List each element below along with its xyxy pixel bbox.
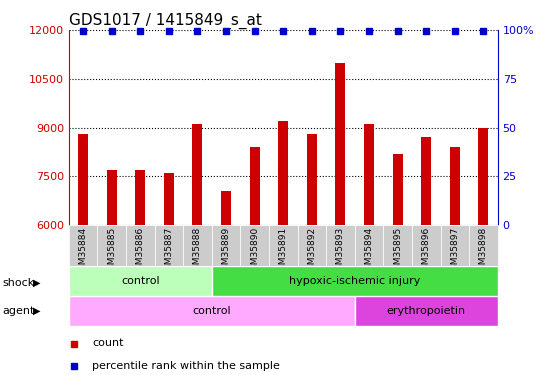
Bar	[135, 170, 145, 225]
Bar	[478, 128, 488, 225]
Bar	[69, 266, 212, 296]
Text: ▶: ▶	[33, 306, 41, 316]
Text: GSM35891: GSM35891	[279, 227, 288, 276]
Text: ▶: ▶	[33, 278, 41, 288]
Text: shock: shock	[3, 278, 35, 288]
Text: GSM35887: GSM35887	[164, 227, 173, 276]
Bar	[421, 137, 431, 225]
Text: GSM35885: GSM35885	[107, 227, 116, 276]
Bar	[441, 225, 469, 266]
Text: GDS1017 / 1415849_s_at: GDS1017 / 1415849_s_at	[69, 12, 262, 28]
Text: control: control	[192, 306, 231, 316]
Text: GSM35889: GSM35889	[222, 227, 230, 276]
Bar	[269, 225, 298, 266]
Text: GSM35890: GSM35890	[250, 227, 259, 276]
Bar	[164, 173, 174, 225]
Text: percentile rank within the sample: percentile rank within the sample	[92, 361, 280, 371]
Text: erythropoietin: erythropoietin	[387, 306, 466, 316]
Bar	[78, 134, 88, 225]
Bar	[240, 225, 269, 266]
Bar	[355, 225, 383, 266]
Bar	[278, 121, 288, 225]
Bar	[412, 225, 441, 266]
Bar	[393, 153, 403, 225]
Bar	[383, 225, 412, 266]
Text: GSM35894: GSM35894	[365, 227, 373, 276]
Bar	[192, 124, 202, 225]
Bar	[69, 296, 355, 326]
Bar	[126, 225, 155, 266]
Bar	[298, 225, 326, 266]
Bar	[107, 170, 117, 225]
Bar	[250, 147, 260, 225]
Bar	[155, 225, 183, 266]
Bar	[336, 63, 345, 225]
Bar	[307, 134, 317, 225]
Bar	[69, 225, 97, 266]
Bar	[221, 191, 231, 225]
Bar	[97, 225, 126, 266]
Text: GSM35884: GSM35884	[79, 227, 87, 276]
Text: agent: agent	[3, 306, 35, 316]
Bar	[355, 296, 498, 326]
Text: GSM35898: GSM35898	[479, 227, 488, 276]
Text: GSM35893: GSM35893	[336, 227, 345, 276]
Bar	[212, 266, 498, 296]
Bar	[469, 225, 498, 266]
Bar	[364, 124, 374, 225]
Text: GSM35886: GSM35886	[136, 227, 145, 276]
Text: control: control	[121, 276, 160, 286]
Text: GSM35897: GSM35897	[450, 227, 459, 276]
Bar	[212, 225, 240, 266]
Text: count: count	[92, 339, 124, 348]
Text: GSM35896: GSM35896	[422, 227, 431, 276]
Bar	[326, 225, 355, 266]
Bar	[450, 147, 460, 225]
Text: GSM35895: GSM35895	[393, 227, 402, 276]
Bar	[183, 225, 212, 266]
Text: GSM35888: GSM35888	[193, 227, 202, 276]
Text: hypoxic-ischemic injury: hypoxic-ischemic injury	[289, 276, 420, 286]
Text: GSM35892: GSM35892	[307, 227, 316, 276]
